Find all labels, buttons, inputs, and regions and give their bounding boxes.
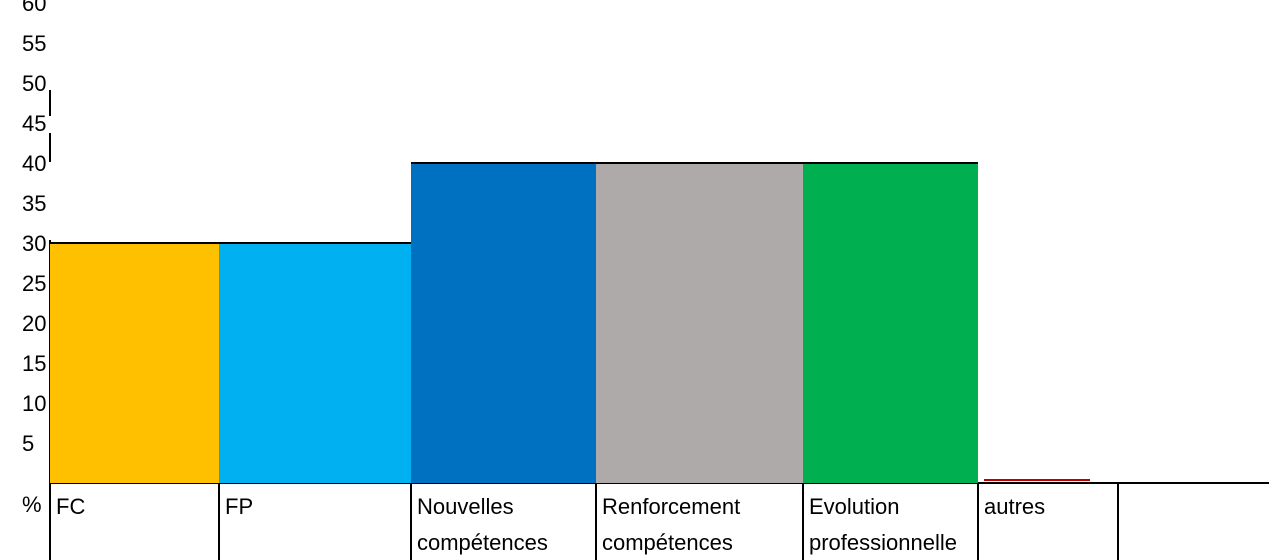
x-tick-label: professionnelle [809,530,957,555]
y-tick-label: 20 [22,311,46,336]
y-tick-label: 5 [22,431,34,456]
x-tick-label: autres [984,494,1045,519]
y-tick-label: 30 [22,231,46,256]
y-tick-label: 50 [22,71,46,96]
x-tick-label: FP [225,494,253,519]
y-tick-label: 15 [22,351,46,376]
y-tick-label: 45 [22,111,46,136]
bar [219,243,411,483]
x-tick-label: compétences [602,530,733,555]
bar-series [50,162,1090,483]
y-tick-label: 40 [22,151,46,176]
x-axis-category-labels: FC FP Nouvelles compétences Renforcement comp… [56,494,1045,555]
x-tick-label: Nouvelles [417,494,514,519]
bar [411,163,596,483]
bar [803,163,978,483]
x-tick-label: compétences [417,530,548,555]
y-tick-label: 60 [22,0,46,16]
y-axis-tick-labels: 5 10 15 20 25 30 35 40 45 50 55 60 [22,0,46,456]
y-tick-label: 55 [22,31,46,56]
y-tick-label: 10 [22,391,46,416]
bar [50,243,219,483]
x-tick-label: Evolution [809,494,900,519]
y-tick-label: 35 [22,191,46,216]
x-tick-label: FC [56,494,85,519]
y-axis-label: % [22,492,42,517]
y-tick-label: 25 [22,271,46,296]
x-tick-label: Renforcement [602,494,740,519]
bar [596,163,803,483]
